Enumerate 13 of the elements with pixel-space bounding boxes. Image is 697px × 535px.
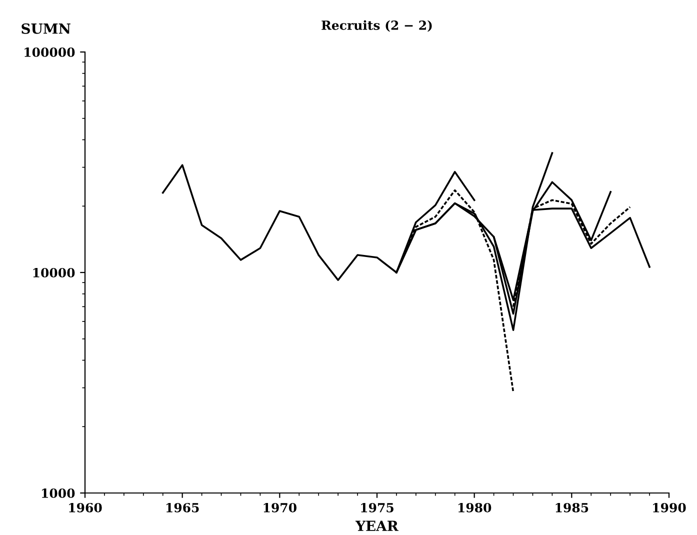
x-axis-title: YEAR [355,520,398,531]
x-tick-label: 1990 [653,502,686,512]
x-tick-label: 1980 [458,502,492,512]
x-tick-label: 1970 [264,502,296,512]
y-axis-title: SUMN [22,23,70,34]
y-tick-label: 1000 [42,488,75,498]
x-tick-label: 1960 [69,502,102,512]
chart-title: Recruits (2 − 2) [322,20,432,32]
x-tick-label: 1965 [166,502,199,512]
x-tick-label: 1985 [556,502,588,512]
y-tick-label: 10000 [33,268,75,278]
y-tick-label: 100000 [24,47,75,57]
x-tick-label: 1975 [361,502,394,512]
